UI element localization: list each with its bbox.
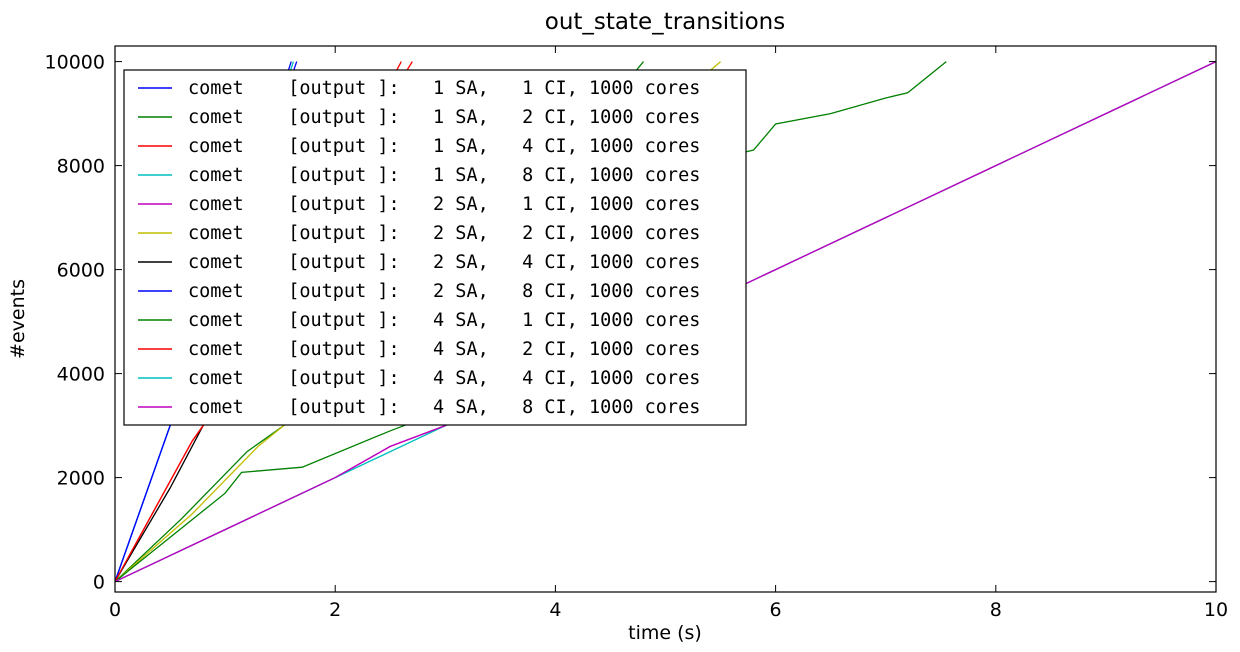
- legend-entry: comet [output ]: 2 SA, 2 CI, 1000 cores: [138, 223, 700, 244]
- legend-label: comet [output ]: 1 SA, 2 CI, 1000 cores: [188, 107, 700, 128]
- y-tick-label: 4000: [57, 364, 105, 386]
- y-tick-label: 6000: [57, 260, 105, 282]
- legend-items: comet [output ]: 1 SA, 1 CI, 1000 cores c…: [138, 78, 700, 418]
- legend-entry: comet [output ]: 1 SA, 8 CI, 1000 cores: [138, 165, 700, 186]
- y-axis-label: #events: [7, 279, 29, 359]
- plot-frame: [114, 45, 1217, 593]
- x-tick-label: 8: [990, 599, 1002, 621]
- legend-label: comet [output ]: 4 SA, 4 CI, 1000 cores: [188, 368, 700, 389]
- x-tick-label: 2: [329, 599, 341, 621]
- legend-label: comet [output ]: 1 SA, 8 CI, 1000 cores: [188, 165, 700, 186]
- legend-label: comet [output ]: 2 SA, 4 CI, 1000 cores: [188, 252, 700, 273]
- x-tick-label: 4: [549, 599, 561, 621]
- legend-entry: comet [output ]: 4 SA, 2 CI, 1000 cores: [138, 339, 700, 360]
- y-tick-label: 8000: [57, 156, 105, 178]
- chart-title: out_state_transitions: [545, 9, 786, 35]
- x-axis-label: time (s): [628, 622, 702, 644]
- legend-label: comet [output ]: 2 SA, 8 CI, 1000 cores: [188, 281, 700, 302]
- legend-label: comet [output ]: 1 SA, 4 CI, 1000 cores: [188, 136, 700, 157]
- y-tick-label: 0: [93, 572, 105, 594]
- legend-entry: comet [output ]: 4 SA, 1 CI, 1000 cores: [138, 310, 700, 331]
- legend-entry: comet [output ]: 1 SA, 1 CI, 1000 cores: [138, 78, 700, 99]
- legend-entry: comet [output ]: 4 SA, 4 CI, 1000 cores: [138, 368, 700, 389]
- x-tick-label: 0: [109, 599, 121, 621]
- legend-entry: comet [output ]: 2 SA, 1 CI, 1000 cores: [138, 194, 700, 215]
- legend-label: comet [output ]: 4 SA, 8 CI, 1000 cores: [188, 397, 700, 418]
- legend: comet [output ]: 1 SA, 1 CI, 1000 cores c…: [123, 69, 747, 426]
- legend-entry: comet [output ]: 4 SA, 8 CI, 1000 cores: [138, 397, 700, 418]
- x-tick-label: 6: [770, 599, 782, 621]
- legend-entry: comet [output ]: 1 SA, 4 CI, 1000 cores: [138, 136, 700, 157]
- legend-box: [123, 69, 747, 426]
- legend-label: comet [output ]: 1 SA, 1 CI, 1000 cores: [188, 78, 700, 99]
- legend-entry: comet [output ]: 2 SA, 8 CI, 1000 cores: [138, 281, 700, 302]
- y-tick-label: 2000: [57, 468, 105, 490]
- legend-entry: comet [output ]: 1 SA, 2 CI, 1000 cores: [138, 107, 700, 128]
- legend-label: comet [output ]: 4 SA, 2 CI, 1000 cores: [188, 339, 700, 360]
- tick-layer: 0 2 4 6 8 10 0 2000 4000 6000 8000 10000: [45, 46, 1228, 621]
- y-tick-label: 10000: [45, 52, 105, 74]
- x-tick-label: 10: [1204, 599, 1228, 621]
- legend-label: comet [output ]: 4 SA, 1 CI, 1000 cores: [188, 310, 700, 331]
- legend-label: comet [output ]: 2 SA, 2 CI, 1000 cores: [188, 223, 700, 244]
- legend-label: comet [output ]: 2 SA, 1 CI, 1000 cores: [188, 194, 700, 215]
- legend-entry: comet [output ]: 2 SA, 4 CI, 1000 cores: [138, 252, 700, 273]
